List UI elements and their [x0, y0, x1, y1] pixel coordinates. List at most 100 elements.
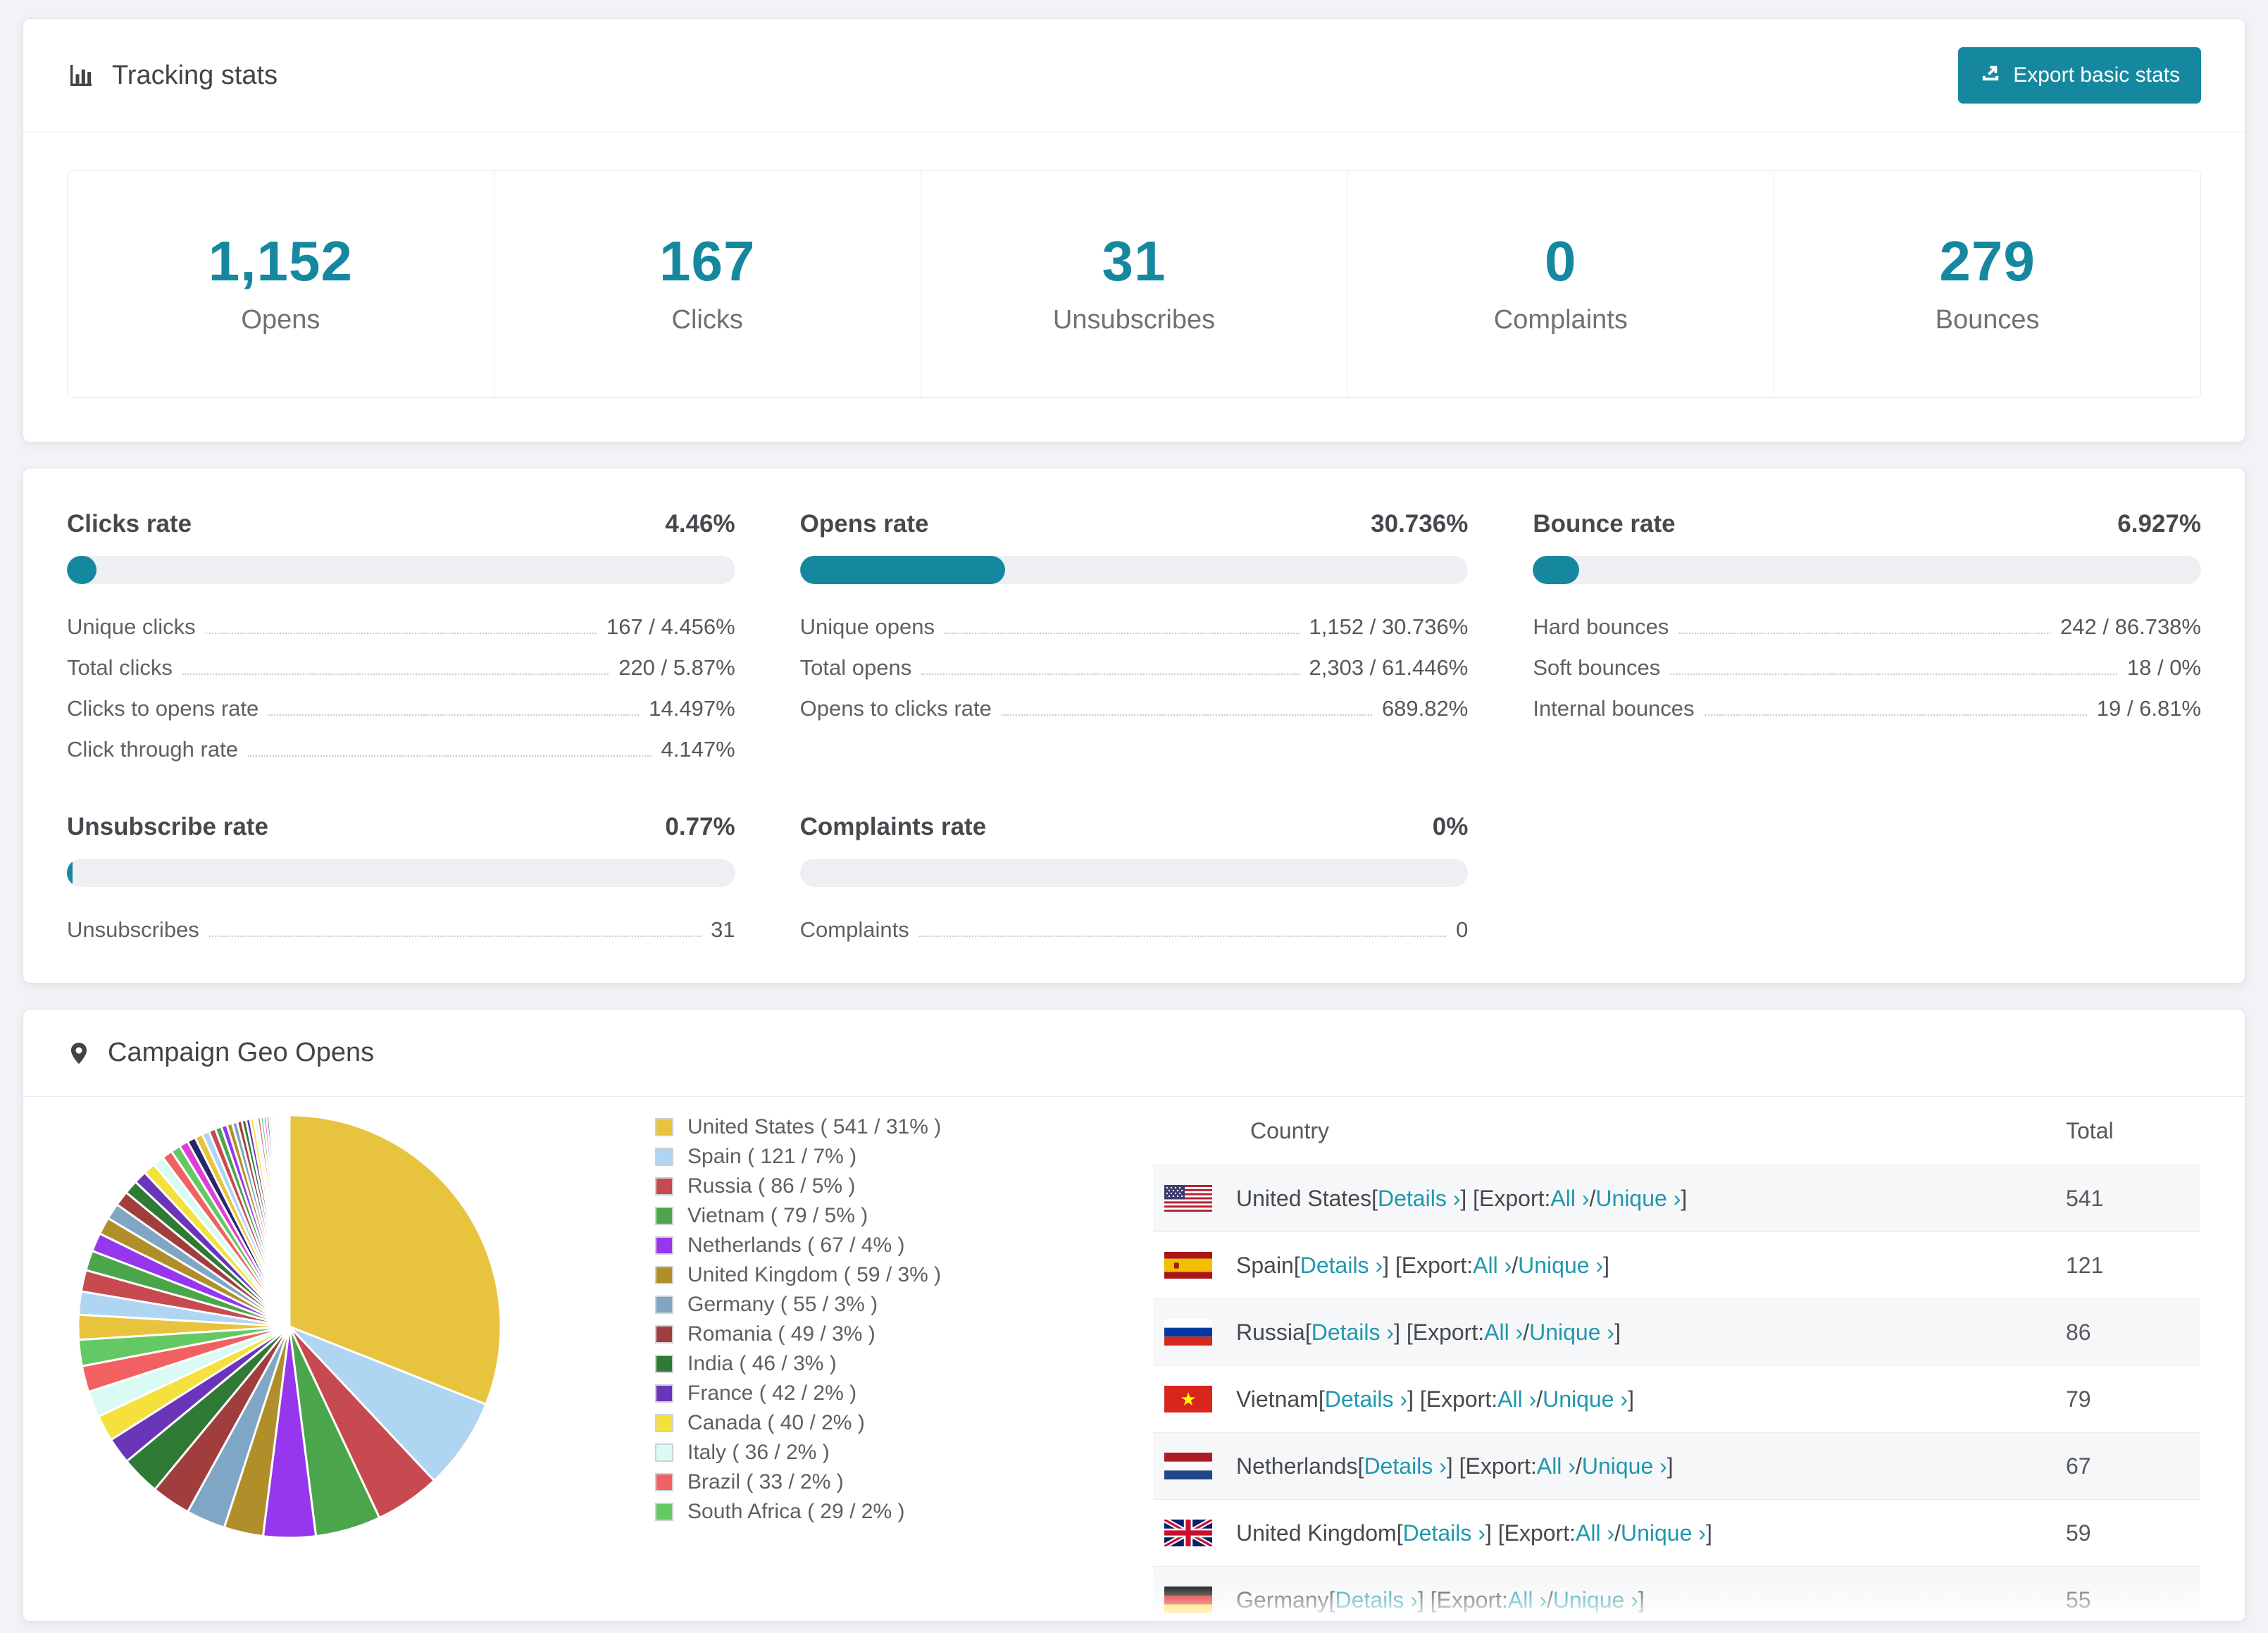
details-link[interactable]: Details › [1402, 1520, 1485, 1546]
country-name: United States [1236, 1185, 1372, 1211]
tracking-stats-card: Tracking stats Export basic stats 1,152 O… [23, 18, 2245, 442]
legend-item-russia[interactable]: Russia ( 86 / 5% ) [655, 1172, 941, 1201]
export-unique-link[interactable]: Unique › [1620, 1520, 1706, 1546]
geo-total-cell: 55 [2066, 1587, 2091, 1613]
legend-item-brazil[interactable]: Brazil ( 33 / 2% ) [655, 1467, 941, 1497]
rates-grid: Clicks rate 4.46% Unique clicks 167 / 4.456… [67, 509, 2201, 942]
rates-card: Clicks rate 4.46% Unique clicks 167 / 4.456… [23, 468, 2245, 983]
export-all-link[interactable]: All › [1473, 1252, 1512, 1278]
export-all-link[interactable]: All › [1484, 1319, 1524, 1345]
geo-country-cell: Germany [Details ›] [Export: All › / Uni… [1153, 1587, 2066, 1613]
export-all-link[interactable]: All › [1575, 1520, 1615, 1546]
bracket: ] [1705, 1520, 1712, 1546]
legend-label: India ( 46 / 3% ) [687, 1352, 837, 1375]
legend-item-germany[interactable]: Germany ( 55 / 3% ) [655, 1290, 941, 1320]
legend-label: Germany ( 55 / 3% ) [687, 1293, 878, 1316]
export-all-link[interactable]: All › [1507, 1587, 1547, 1613]
legend-swatch [655, 1118, 673, 1136]
geo-country-cell: Spain [Details ›] [Export: All › / Uniqu… [1153, 1252, 2066, 1279]
export-all-link[interactable]: All › [1550, 1185, 1590, 1211]
page: Tracking stats Export basic stats 1,152 O… [0, 18, 2268, 1622]
details-link[interactable]: Details › [1300, 1252, 1383, 1278]
legend-label: Canada ( 40 / 2% ) [687, 1411, 865, 1434]
legend-item-india[interactable]: India ( 46 / 3% ) [655, 1349, 941, 1379]
pie-slice-other-43[interactable] [287, 1114, 291, 1327]
rate-detail-row: Opens to clicks rate 689.82% [800, 697, 1469, 721]
details-link[interactable]: Details › [1324, 1386, 1408, 1412]
geo-opens-pie-chart[interactable] [64, 1101, 515, 1556]
bracket: / [1589, 1185, 1596, 1211]
netherlands-flag-icon [1164, 1453, 1212, 1479]
pie-slice-spain[interactable] [288, 1325, 487, 1482]
legend-item-vietnam[interactable]: Vietnam ( 79 / 5% ) [655, 1201, 941, 1231]
rate-detail-label: Hard bounces [1533, 614, 1669, 639]
geo-total-cell: 59 [2066, 1520, 2091, 1546]
dotted-leader [1678, 633, 2051, 634]
dotted-leader [1704, 714, 2087, 716]
stat-label: Opens [241, 305, 320, 335]
export-unique-link[interactable]: Unique › [1529, 1319, 1615, 1345]
rate-detail-rows: Hard bounces 242 / 86.738% Soft bounces 18 … [1533, 615, 2201, 721]
details-link[interactable]: Details › [1378, 1185, 1461, 1211]
details-link[interactable]: Details › [1311, 1319, 1395, 1345]
export-unique-link[interactable]: Unique › [1581, 1453, 1667, 1479]
rate-detail-rows: Unique clicks 167 / 4.456% Total clicks 220… [67, 615, 735, 762]
export-basic-stats-button[interactable]: Export basic stats [1958, 47, 2201, 104]
stat-value: 1,152 [208, 230, 353, 292]
legend-item-romania[interactable]: Romania ( 49 / 3% ) [655, 1320, 941, 1349]
pie-slice-united-states[interactable] [288, 1114, 502, 1406]
rate-title: Opens rate [799, 510, 929, 538]
legend-item-spain[interactable]: Spain ( 121 / 7% ) [655, 1142, 941, 1172]
export-unique-link[interactable]: Unique › [1518, 1252, 1604, 1278]
legend-item-united-kingdom[interactable]: United Kingdom ( 59 / 3% ) [655, 1260, 941, 1290]
legend-swatch [655, 1355, 673, 1373]
rate-detail-rows: Complaints 0 [800, 918, 1469, 942]
campaign-geo-opens-card: Campaign Geo Opens United States ( 541 /… [23, 1009, 2245, 1622]
legend-item-france[interactable]: France ( 42 / 2% ) [655, 1379, 941, 1408]
bracket: ] [1614, 1319, 1621, 1345]
export-all-link[interactable]: All › [1497, 1386, 1537, 1412]
export-unique-link[interactable]: Unique › [1595, 1185, 1681, 1211]
legend-item-south-africa[interactable]: South Africa ( 29 / 2% ) [655, 1497, 941, 1527]
export-unique-link[interactable]: Unique › [1552, 1587, 1638, 1613]
bracket: / [1523, 1319, 1530, 1345]
country-name: Vietnam [1236, 1386, 1319, 1412]
tracking-stats-header: Tracking stats Export basic stats [23, 19, 2245, 132]
stat-value: 279 [1939, 230, 2036, 292]
geo-total-cell: 121 [2066, 1252, 2104, 1278]
progress-bar-track [67, 859, 735, 887]
rate-detail-label: Total opens [799, 655, 912, 680]
progress-bar-track [799, 859, 1469, 887]
dotted-leader [247, 755, 652, 757]
bracket: ] [Export: [1417, 1587, 1508, 1613]
bracket: ] [1666, 1453, 1674, 1479]
rate-detail-rows: Unsubscribes 31 [67, 918, 735, 942]
stat-value: 31 [1102, 230, 1166, 292]
bracket: / [1512, 1252, 1519, 1278]
details-link[interactable]: Details › [1364, 1453, 1447, 1479]
legend-label: Russia ( 86 / 5% ) [687, 1174, 856, 1198]
rate-title: Unsubscribe rate [67, 813, 268, 840]
dotted-leader [1670, 673, 2117, 675]
bracket: / [1536, 1386, 1543, 1412]
dotted-leader [205, 633, 597, 634]
geo-table-row-vietnam: ★ Vietnam [Details ›] [Export: All › / Un… [1153, 1365, 2200, 1432]
geo-table-header-total: Total [2066, 1117, 2114, 1143]
legend-swatch [655, 1384, 673, 1403]
export-all-link[interactable]: All › [1536, 1453, 1576, 1479]
legend-item-canada[interactable]: Canada ( 40 / 2% ) [655, 1408, 941, 1438]
geo-country-cell: United Kingdom [Details ›] [Export: All … [1153, 1517, 2066, 1549]
legend-label: United States ( 541 / 31% ) [687, 1115, 942, 1138]
rate-head: Unsubscribe rate 0.77% [67, 812, 735, 842]
rate-detail-label: Soft bounces [1533, 655, 1661, 680]
export-unique-link[interactable]: Unique › [1543, 1386, 1628, 1412]
details-link[interactable]: Details › [1335, 1587, 1418, 1613]
geo-header: Campaign Geo Opens [23, 1010, 2245, 1096]
dotted-leader [944, 633, 1300, 634]
geo-country-cell: Netherlands [Details ›] [Export: All › /… [1153, 1453, 2066, 1479]
legend-item-united-states[interactable]: United States ( 541 / 31% ) [655, 1112, 941, 1142]
legend-item-italy[interactable]: Italy ( 36 / 2% ) [655, 1438, 941, 1467]
geo-table-header-row: Country Total [1153, 1097, 2200, 1165]
legend-item-netherlands[interactable]: Netherlands ( 67 / 4% ) [655, 1231, 941, 1260]
bracket: / [1547, 1587, 1553, 1613]
